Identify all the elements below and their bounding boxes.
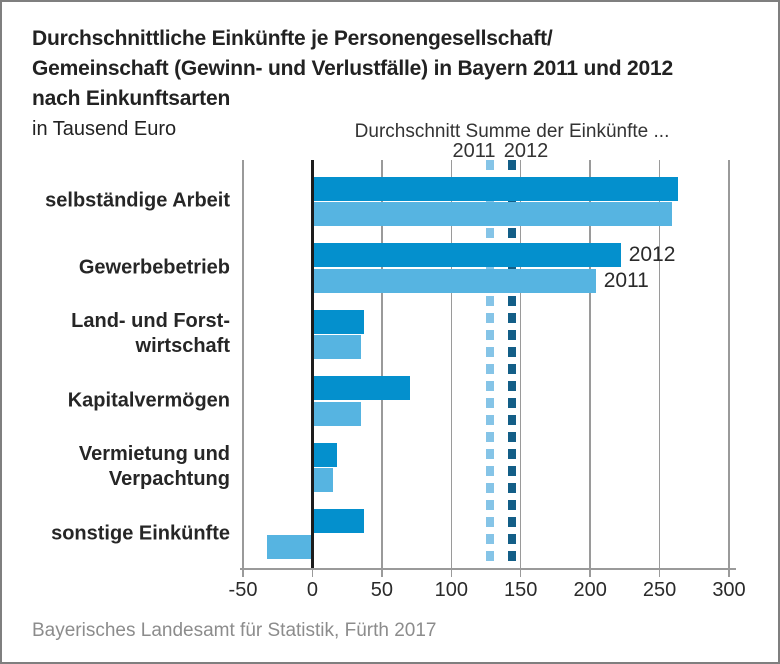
x-axis-tick-label-250: 250: [642, 579, 677, 601]
chart-title-line-2: Gemeinschaft (Gewinn- und Verlustfälle) …: [32, 57, 673, 80]
category-label-kapitalverm-gen: Kapitalvermögen: [67, 389, 230, 412]
gridline-150: [519, 160, 522, 568]
x-axis-tick-label-200: 200: [573, 579, 607, 601]
bar-2012-sonstige-eink-nfte: [313, 509, 364, 534]
bar-2011-land-und-forstwirtschaft: [313, 335, 362, 360]
x-axis-tick-300: [728, 568, 730, 577]
bar-2011-kapitalverm-gen: [313, 401, 362, 426]
x-axis-tick-label-300: 300: [712, 579, 746, 601]
bar-2012-vermietung-und-verpachtung: [313, 442, 338, 467]
x-axis-tick-150: [519, 568, 522, 577]
category-label-gewerbebetrieb: Gewerbebetrieb: [78, 256, 230, 279]
x-axis-tick-label-0: 0: [306, 579, 318, 601]
x-axis-tick-200: [589, 568, 591, 577]
x-axis-tick-label-100: 100: [434, 579, 468, 601]
gridline-250: [658, 160, 661, 568]
average-line-year-label-2011: 2011: [452, 140, 496, 162]
x-axis-tick--50: [242, 568, 244, 577]
bar-2011-selbst-ndige-arbeit: [313, 202, 673, 227]
x-axis-tick-0: [311, 568, 314, 577]
gridline--50: [242, 160, 244, 568]
gridline-50: [381, 160, 383, 568]
title-block: Durchschnittliche Einkünfte je Personeng…: [32, 24, 762, 143]
bar-2012-gewerbebetrieb: [313, 243, 621, 268]
plot-area: 2012 2011: [242, 160, 730, 568]
category-label-land-und-forstwirtschaft: Land- und Forst-wirtschaft: [71, 310, 230, 358]
bar-2012-kapitalverm-gen: [313, 376, 410, 401]
category-label-selbst-ndige-arbeit: selbständige Arbeit: [45, 189, 230, 212]
bar-2012-selbst-ndige-arbeit: [313, 176, 678, 201]
chart-title-line-3: nach Einkunftsarten: [32, 87, 231, 110]
bar-value-year-label-2012: 2012: [628, 243, 676, 267]
bar-value-year-label-2011: 2011: [603, 268, 649, 292]
x-axis-tick-100: [450, 568, 453, 577]
average-line-year-label-2012: 2012: [503, 140, 549, 162]
x-axis-line: [240, 568, 736, 570]
source-attribution: Bayerisches Landesamt für Statistik, Für…: [32, 620, 437, 641]
bar-2012-land-und-forstwirtschaft: [313, 309, 364, 334]
average-lines-annotation: Durchschnitt Summe der Einkünfte ...: [354, 121, 670, 142]
gridline-300: [728, 160, 730, 568]
x-axis-tick-250: [658, 568, 661, 577]
chart-title-line-1: Durchschnittliche Einkünfte je Personeng…: [32, 27, 553, 50]
zero-axis-line: [311, 160, 314, 568]
gridline-200: [589, 160, 591, 568]
bar-2011-sonstige-eink-nfte: [266, 534, 312, 559]
bar-2011-vermietung-und-verpachtung: [313, 468, 334, 493]
average-line-2011: [486, 160, 495, 568]
x-axis-tick-label-50: 50: [370, 579, 393, 601]
average-line-2012: [508, 160, 517, 568]
gridline-100: [450, 160, 453, 568]
category-label-sonstige-eink-nfte: sonstige Einkünfte: [51, 522, 230, 545]
x-axis-tick-50: [381, 568, 383, 577]
x-axis-tick-label-150: 150: [504, 579, 538, 601]
category-label-vermietung-und-verpachtung: Vermietung und Verpachtung: [78, 443, 230, 491]
bar-2011-gewerbebetrieb: [313, 268, 596, 293]
x-axis-tick-label--50: -50: [228, 579, 258, 601]
chart-unit-subtitle: in Tausend Euro: [32, 118, 177, 140]
